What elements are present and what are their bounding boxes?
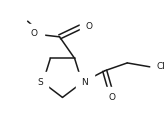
Text: O: O [86,22,93,31]
Text: O: O [109,93,116,102]
Text: O: O [31,29,38,38]
Text: Cl: Cl [156,62,165,71]
Text: S: S [37,78,43,87]
Text: N: N [82,78,88,87]
